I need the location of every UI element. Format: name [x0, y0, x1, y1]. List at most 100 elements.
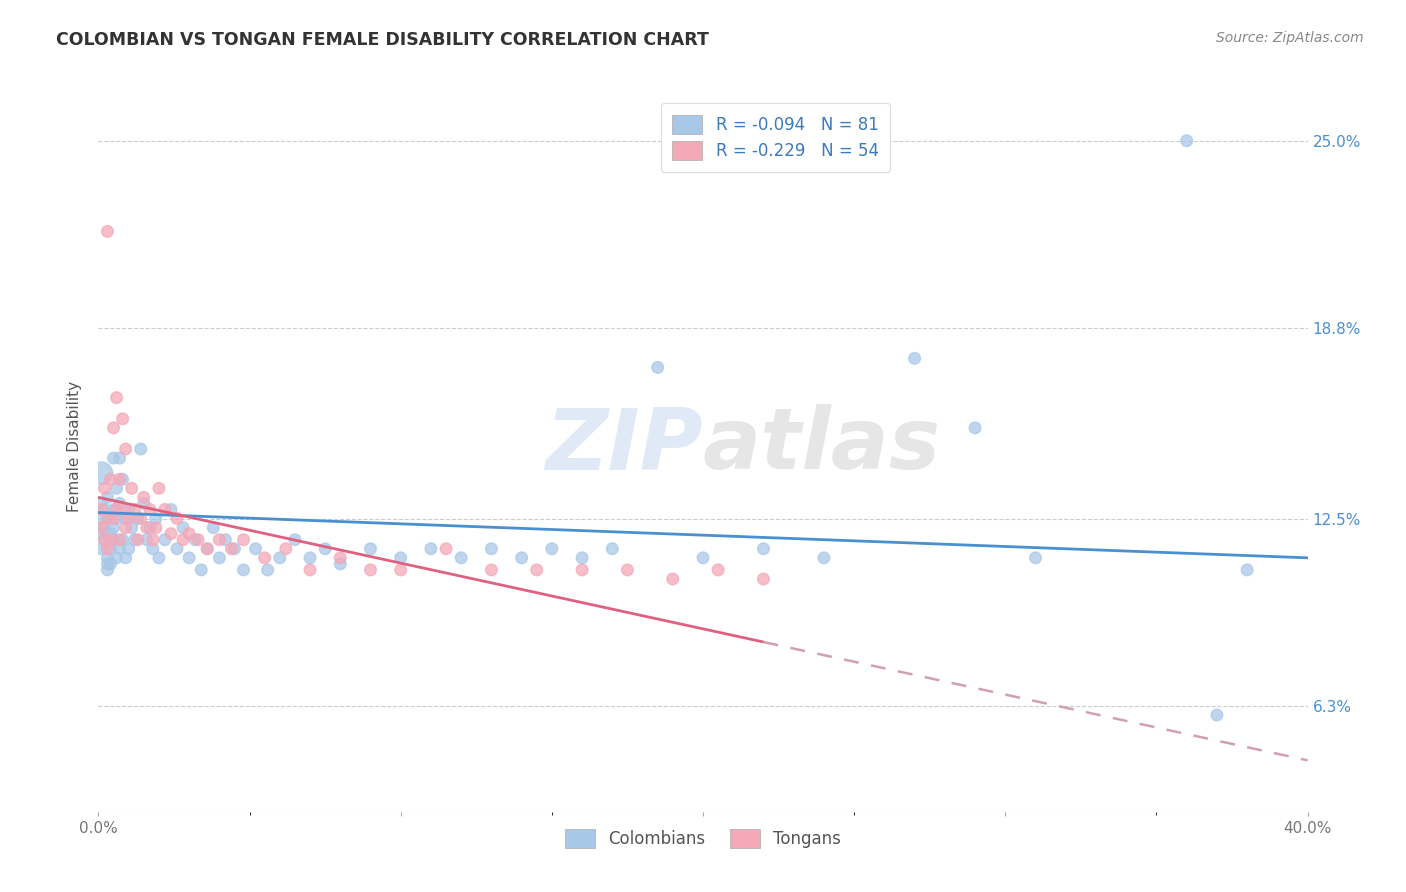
Point	[90, 502, 112, 516]
Point	[111, 502, 134, 516]
Point	[179, 550, 201, 565]
Point	[389, 550, 412, 565]
Point	[602, 541, 624, 556]
Point	[93, 481, 115, 495]
Point	[526, 563, 548, 577]
Point	[179, 526, 201, 541]
Point	[132, 491, 155, 505]
Point	[96, 563, 118, 577]
Point	[96, 557, 118, 571]
Point	[284, 533, 307, 547]
Point	[114, 520, 136, 534]
Point	[153, 533, 176, 547]
Point	[90, 520, 112, 534]
Point	[90, 511, 112, 525]
Point	[253, 550, 276, 565]
Point	[195, 541, 218, 556]
Point	[96, 511, 118, 525]
Point	[904, 351, 927, 366]
Point	[105, 550, 128, 565]
Point	[274, 541, 297, 556]
Point	[965, 421, 987, 435]
Point	[105, 391, 128, 405]
Point	[129, 442, 152, 456]
Point	[96, 541, 118, 556]
Point	[360, 563, 382, 577]
Text: ZIP: ZIP	[546, 404, 703, 488]
Point	[127, 533, 149, 547]
Point	[145, 511, 167, 525]
Point	[540, 541, 562, 556]
Point	[661, 572, 683, 586]
Point	[481, 563, 503, 577]
Point	[707, 563, 730, 577]
Point	[93, 502, 115, 516]
Point	[153, 502, 176, 516]
Point	[93, 533, 115, 547]
Point	[105, 481, 128, 495]
Point	[90, 466, 112, 480]
Point	[481, 541, 503, 556]
Point	[232, 533, 254, 547]
Point	[108, 451, 131, 466]
Point	[96, 511, 118, 525]
Point	[96, 224, 118, 238]
Point	[360, 541, 382, 556]
Point	[114, 511, 136, 525]
Point	[118, 502, 141, 516]
Point	[103, 421, 125, 435]
Point	[124, 533, 146, 547]
Point	[224, 541, 246, 556]
Point	[616, 563, 638, 577]
Point	[108, 496, 131, 510]
Point	[124, 502, 146, 516]
Point	[111, 412, 134, 426]
Point	[103, 502, 125, 516]
Point	[103, 511, 125, 525]
Point	[172, 520, 194, 534]
Point	[100, 541, 122, 556]
Point	[139, 502, 162, 516]
Text: COLOMBIAN VS TONGAN FEMALE DISABILITY CORRELATION CHART: COLOMBIAN VS TONGAN FEMALE DISABILITY CO…	[56, 31, 709, 49]
Text: Source: ZipAtlas.com: Source: ZipAtlas.com	[1216, 31, 1364, 45]
Point	[90, 526, 112, 541]
Point	[214, 533, 236, 547]
Point	[135, 520, 157, 534]
Point	[1236, 563, 1258, 577]
Point	[208, 550, 231, 565]
Point	[190, 563, 212, 577]
Point	[121, 481, 143, 495]
Point	[510, 550, 533, 565]
Point	[148, 550, 170, 565]
Point	[160, 502, 183, 516]
Point	[129, 511, 152, 525]
Point	[1206, 708, 1229, 723]
Point	[105, 502, 128, 516]
Point	[184, 533, 207, 547]
Point	[103, 533, 125, 547]
Point	[142, 541, 165, 556]
Point	[100, 557, 122, 571]
Point	[195, 541, 218, 556]
Point	[114, 442, 136, 456]
Point	[142, 533, 165, 547]
Point	[571, 563, 593, 577]
Point	[420, 541, 443, 556]
Point	[187, 533, 209, 547]
Legend: Colombians, Tongans: Colombians, Tongans	[558, 822, 848, 855]
Point	[103, 520, 125, 534]
Text: atlas: atlas	[703, 404, 941, 488]
Point	[145, 520, 167, 534]
Point	[221, 541, 243, 556]
Point	[232, 563, 254, 577]
Point	[108, 541, 131, 556]
Point	[269, 550, 291, 565]
Point	[148, 481, 170, 495]
Point	[329, 550, 352, 565]
Point	[111, 472, 134, 486]
Point	[752, 572, 775, 586]
Point	[114, 550, 136, 565]
Point	[208, 533, 231, 547]
Point	[434, 541, 457, 556]
Point	[90, 496, 112, 510]
